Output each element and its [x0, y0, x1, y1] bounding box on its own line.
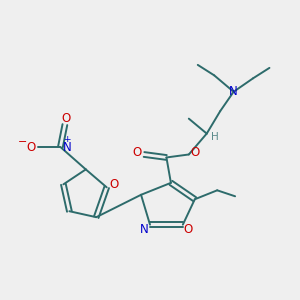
Text: O: O [184, 223, 193, 236]
Text: +: + [63, 135, 71, 144]
Text: O: O [27, 140, 36, 154]
Text: N: N [229, 85, 238, 98]
Text: H: H [211, 132, 219, 142]
Text: N: N [63, 140, 71, 154]
Text: N: N [140, 223, 149, 236]
Text: O: O [191, 146, 200, 160]
Text: O: O [62, 112, 71, 125]
Text: −: − [18, 136, 27, 147]
Text: O: O [110, 178, 119, 191]
Text: O: O [133, 146, 142, 160]
